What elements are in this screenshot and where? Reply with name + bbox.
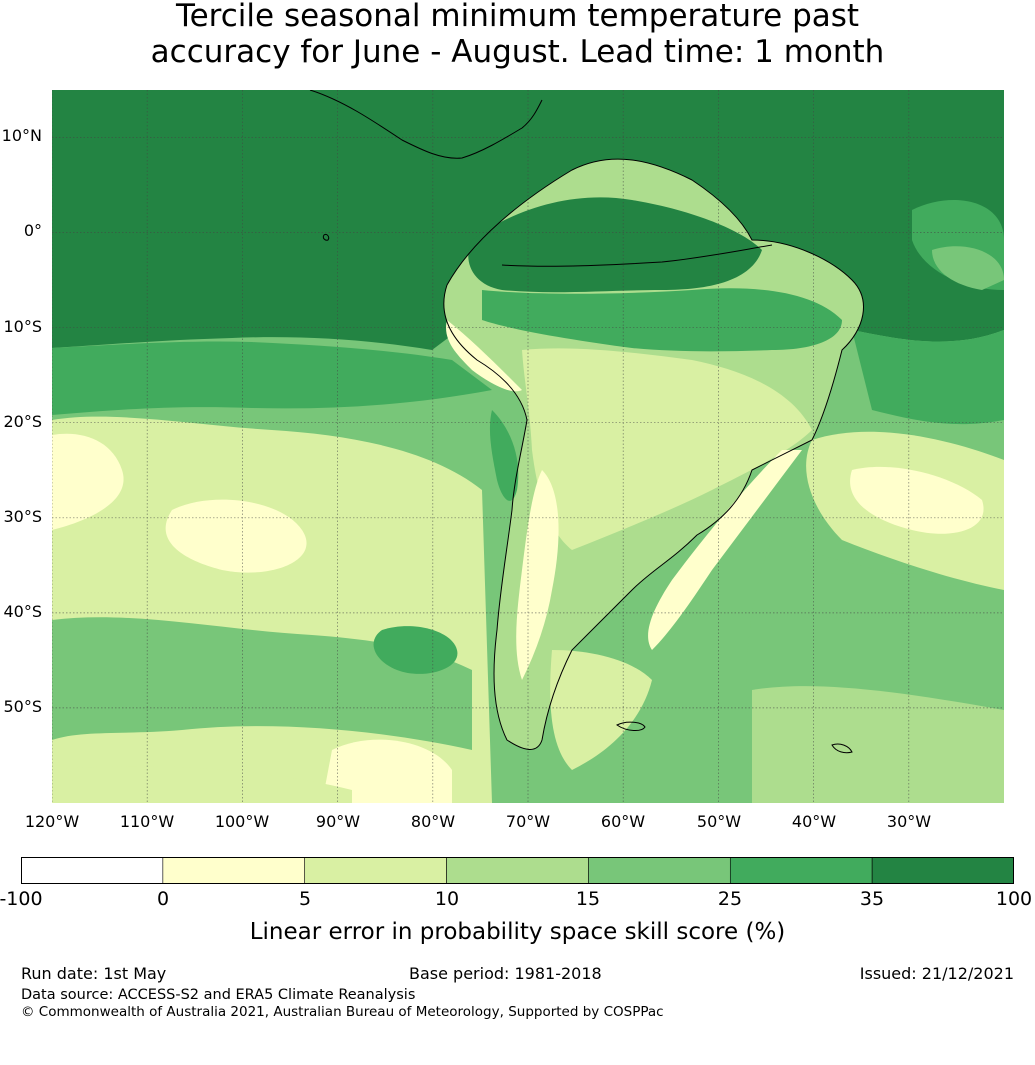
lon-label-60w: 60°W	[600, 812, 646, 831]
colorbar-tick-3: 10	[434, 888, 460, 910]
colorbar-tick-2: 5	[298, 888, 312, 910]
lon-label-80w: 80°W	[410, 812, 456, 831]
lat-label-30s: 30°S	[3, 507, 42, 526]
lat-label-40s: 40°S	[3, 602, 42, 621]
colorbar-tick-5: 25	[717, 888, 743, 910]
lon-label-30w: 30°W	[886, 812, 932, 831]
skill-region-equatorial-green	[52, 341, 492, 415]
lat-label-0: 0°	[23, 221, 42, 240]
colorbar-tick-1: 0	[156, 888, 170, 910]
lon-label-120w: 120°W	[24, 812, 80, 831]
coastlines	[309, 90, 864, 754]
map-title-line-2: accuracy for June - August. Lead time: 1…	[150, 34, 885, 70]
skill-score-map	[52, 90, 1004, 803]
lon-label-100w: 100°W	[214, 812, 270, 831]
colorbar-segment-2	[162, 857, 306, 884]
colorbar-segment-6	[729, 857, 873, 884]
lat-label-10s: 10°S	[3, 317, 42, 336]
lat-label-20s: 20°S	[3, 412, 42, 431]
lon-label-40w: 40°W	[791, 812, 837, 831]
colorbar-segment-5	[588, 857, 731, 884]
lon-label-110w: 110°W	[119, 812, 175, 831]
colorbar-segment-4	[446, 857, 589, 884]
run-date: Run date: 1st May	[21, 964, 167, 983]
colorbar-label: Linear error in probability space skill …	[249, 919, 786, 945]
colorbar-tick-4: 15	[575, 888, 601, 910]
colorbar-segment-1	[21, 857, 164, 884]
lon-label-90w: 90°W	[315, 812, 361, 831]
map-title-line-1: Tercile seasonal minimum temperature pas…	[175, 0, 860, 34]
issued-date: Issued: 21/12/2021	[859, 964, 1014, 983]
colorbar-tick-7: 100	[995, 888, 1033, 910]
lon-label-50w: 50°W	[696, 812, 742, 831]
map-gridlines	[52, 90, 1004, 803]
colorbar-tick-0: -100	[0, 888, 43, 910]
base-period: Base period: 1981-2018	[409, 964, 602, 983]
skill-region-south-pacific-lightest	[52, 433, 124, 530]
colorbar-tick-6: 35	[859, 888, 885, 910]
lat-label-10n: 10°N	[1, 126, 42, 145]
colorbar-segment-3	[304, 857, 447, 884]
colorbar-segment-7	[871, 857, 1014, 884]
skill-region-pacific-green	[52, 617, 472, 750]
data-source: Data source: ACCESS-S2 and ERA5 Climate …	[21, 987, 416, 1003]
lat-label-50s: 50°S	[3, 697, 42, 716]
copyright: © Commonwealth of Australia 2021, Austra…	[21, 1004, 664, 1020]
colorbar	[21, 857, 1014, 884]
lon-label-70w: 70°W	[505, 812, 551, 831]
